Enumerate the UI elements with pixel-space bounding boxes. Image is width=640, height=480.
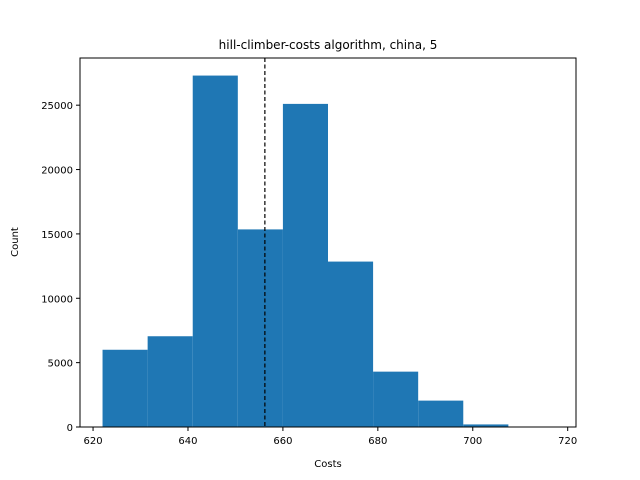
bars	[102, 75, 554, 428]
y-tick-label: 0	[67, 423, 73, 434]
histogram-bar-8	[418, 400, 464, 427]
histogram-bar-7	[373, 371, 419, 427]
histogram-bar-6	[328, 261, 374, 427]
x-tick-label: 640	[178, 436, 197, 447]
x-axis-label: Costs	[314, 459, 341, 470]
plot-frame	[79, 57, 577, 428]
histogram-bar-1	[102, 349, 148, 427]
histogram-bar-5	[282, 103, 328, 428]
x-ticks: 620 640 660 680 700 720	[84, 427, 577, 447]
x-tick-label: 620	[84, 436, 103, 447]
histogram-bar-9	[463, 424, 509, 427]
y-tick-label: 15000	[41, 230, 73, 241]
y-ticks: 0 5000 10000 15000 20000 25000	[41, 101, 80, 434]
x-tick-label: 720	[558, 436, 577, 447]
chart-title: hill-climber-costs algorithm, china, 5	[219, 38, 438, 52]
histogram-bar-3	[192, 75, 238, 428]
histogram-bar-2	[147, 336, 193, 427]
y-tick-label: 10000	[41, 294, 73, 305]
y-axis-label: Count	[10, 227, 21, 257]
histogram-bar-4	[237, 229, 283, 427]
x-tick-label: 700	[463, 436, 482, 447]
y-tick-label: 25000	[41, 101, 73, 112]
y-tick-label: 20000	[41, 166, 73, 177]
x-tick-label: 660	[273, 436, 292, 447]
x-tick-label: 680	[368, 436, 387, 447]
y-tick-label: 5000	[48, 359, 73, 370]
